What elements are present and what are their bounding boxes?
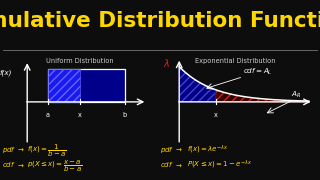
Text: $A_R$: $A_R$ [291, 90, 301, 100]
Polygon shape [216, 90, 309, 102]
Polygon shape [179, 67, 216, 102]
Text: $pdf$: $pdf$ [160, 145, 174, 155]
Text: $cdf$: $cdf$ [2, 160, 15, 169]
Text: Uniform Distribution: Uniform Distribution [46, 58, 114, 64]
Text: $\rightarrow$: $\rightarrow$ [174, 147, 183, 154]
Text: Exponential Distribution: Exponential Distribution [195, 58, 276, 64]
Text: x: x [214, 112, 218, 118]
Text: a: a [46, 112, 50, 118]
Polygon shape [48, 69, 125, 102]
Text: Cumulative Distribution Functions: Cumulative Distribution Functions [0, 10, 320, 31]
Text: b: b [123, 112, 127, 118]
Text: f(x): f(x) [0, 69, 12, 76]
Text: $cdf$: $cdf$ [160, 160, 174, 169]
Text: $pdf$: $pdf$ [2, 145, 16, 155]
Text: $\rightarrow$: $\rightarrow$ [16, 147, 25, 154]
Text: $P(X \leq x) = 1 - e^{-\lambda x}$: $P(X \leq x) = 1 - e^{-\lambda x}$ [187, 159, 252, 171]
Text: $\lambda$: $\lambda$ [163, 57, 170, 69]
Polygon shape [48, 69, 80, 102]
Text: $f(x) = \lambda e^{-\lambda x}$: $f(x) = \lambda e^{-\lambda x}$ [187, 144, 228, 156]
Text: $\rightarrow$: $\rightarrow$ [16, 162, 25, 169]
Text: $f(x) = \dfrac{1}{b-a}$: $f(x) = \dfrac{1}{b-a}$ [27, 142, 67, 159]
Text: x: x [78, 112, 82, 118]
Text: $\rightarrow$: $\rightarrow$ [174, 162, 183, 169]
Text: $cdf = A_L$: $cdf = A_L$ [243, 67, 273, 77]
Text: $p(X \leq x) = \dfrac{x-a}{b-a}$: $p(X \leq x) = \dfrac{x-a}{b-a}$ [27, 159, 83, 174]
